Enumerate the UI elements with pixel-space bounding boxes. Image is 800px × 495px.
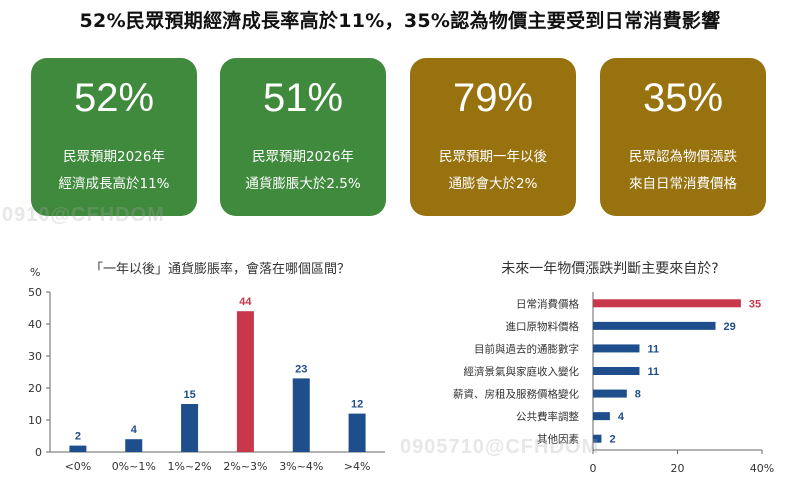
category-label: 其他因素 [537,433,579,446]
category-label: 目前與過去的通膨數字 [474,342,579,355]
bar [181,404,199,452]
bar-value-label: 15 [183,389,195,401]
y-tick-label: 50 [28,286,42,299]
bar [593,321,716,330]
stat-line: 民眾預期2026年 [252,149,354,165]
stat-card-growth: 52% 民眾預期2026年 經濟成長高於11% [31,58,197,216]
stat-card-inflation: 51% 民眾預期2026年 通貨膨脹大於2.5% [220,58,386,216]
bar-value-label: 11 [647,343,659,355]
x-tick-label: 3%~4% [279,460,323,473]
stat-line: 通貨膨脹大於2.5% [245,176,361,192]
category-label: 經濟景氣與家庭收入變化 [464,365,580,378]
y-axis-unit: % [30,266,40,279]
x-tick-label: 0 [590,462,597,475]
x-tick-label: 2%~3% [223,460,267,473]
bar-value-label: 23 [295,363,307,375]
bar [348,413,366,452]
bar-value-label: 2 [609,434,615,446]
x-tick-label: >4% [344,460,371,473]
x-tick-label: <0% [65,460,92,473]
bar-value-label: 11 [647,366,659,378]
stat-value: 51% [262,76,344,120]
bar-value-label: 12 [351,399,363,411]
y-tick-label: 0 [35,446,42,459]
y-tick-label: 20 [28,382,42,395]
x-tick-label: 0%~1% [112,460,156,473]
y-tick-label: 30 [28,350,42,363]
bar-value-label: 2 [75,431,81,443]
bar-value-label: 29 [724,321,736,333]
stat-description: 民眾預期2026年 經濟成長高於11% [31,144,197,198]
stat-value: 52% [73,76,155,120]
category-label: 日常消費價格 [516,297,579,310]
bar [292,378,310,452]
x-tick-label: 1%~2% [168,460,212,473]
bar [593,299,741,308]
headline: 52%民眾預期經濟成長率高於11%，35%認為物價主要受到日常消費影響 [79,10,721,32]
stat-value: 79% [452,76,534,120]
bar [236,311,254,452]
bar [69,445,87,452]
x-tick-label: 40% [750,462,774,475]
stat-line: 經濟成長高於11% [58,176,170,192]
stat-description: 民眾預期一年以後 通膨會大於2% [410,144,576,198]
bar-value-label: 35 [749,298,761,310]
bar [125,439,143,452]
bar [593,389,627,398]
x-tick-label: 20 [671,462,685,475]
bar [593,434,602,443]
bar [593,367,640,375]
stat-line: 民眾預期2026年 [63,149,165,165]
bar-value-label: 4 [618,411,625,423]
y-tick-label: 10 [28,414,42,427]
stat-card-expect: 79% 民眾預期一年以後 通膨會大於2% [410,58,576,216]
bar-value-label: 4 [131,424,138,436]
stat-line: 來自日常消費價格 [629,176,737,192]
left-chart-title: 「一年以後」通貨膨脹率，會落在哪個區間？ [89,262,350,277]
stat-line: 通膨會大於2% [448,176,538,192]
stat-description: 民眾預期2026年 通貨膨脹大於2.5% [220,144,386,198]
stat-description: 民眾認為物價漲跌 來自日常消費價格 [600,144,766,198]
bar-value-label: 8 [635,389,641,401]
category-label: 薪資、房租及服務價格變化 [453,388,579,401]
category-label: 公共費率調整 [516,410,579,423]
stat-card-source: 35% 民眾認為物價漲跌 來自日常消費價格 [600,58,766,216]
category-label: 進口原物料價格 [506,320,580,333]
y-tick-label: 40 [28,318,42,331]
bar [593,344,640,353]
right-chart-title: 未來一年物價漲跌判斷主要來自於? [501,261,719,277]
stat-line: 民眾預期一年以後 [439,149,547,165]
stat-line: 民眾認為物價漲跌 [629,149,737,165]
bar [593,412,610,421]
stat-value: 35% [642,76,724,120]
bar-value-label: 44 [239,296,252,308]
